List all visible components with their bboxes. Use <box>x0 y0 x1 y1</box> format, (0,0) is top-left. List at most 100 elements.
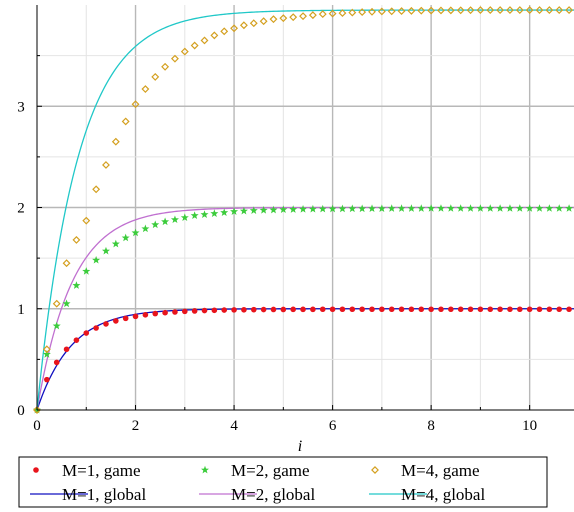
series-layer <box>33 6 574 414</box>
data-point <box>111 239 120 248</box>
data-point <box>53 359 60 366</box>
data-point <box>221 307 228 313</box>
data-point <box>526 306 533 313</box>
x-tick-label: 0 <box>33 418 41 434</box>
data-point <box>270 306 277 313</box>
legend-entry: M=4, global <box>369 485 485 504</box>
data-point <box>249 206 258 214</box>
data-point <box>418 306 425 313</box>
data-point <box>250 306 257 313</box>
data-point <box>436 204 445 212</box>
data-point <box>33 406 41 414</box>
data-point <box>368 7 376 16</box>
legend-entry: M=2, global <box>199 485 315 504</box>
data-point <box>180 47 189 56</box>
data-point <box>190 211 199 219</box>
data-point <box>417 6 426 15</box>
y-tick-label: 0 <box>17 403 25 419</box>
legend-swatch <box>33 467 39 473</box>
series-m-4-game <box>33 6 574 414</box>
data-point <box>387 7 396 16</box>
series-m-1-game <box>34 306 572 413</box>
y-tick-label: 2 <box>17 201 25 217</box>
data-point <box>496 6 505 15</box>
legend-entry: M=1, global <box>30 485 146 504</box>
data-point <box>555 6 564 15</box>
data-point <box>279 14 288 23</box>
data-point <box>477 306 484 313</box>
data-point <box>299 12 307 21</box>
data-point <box>565 6 574 15</box>
data-point <box>210 209 219 217</box>
data-point <box>191 308 198 314</box>
legend-label: M=1, game <box>62 461 141 480</box>
data-point <box>82 216 91 225</box>
data-point <box>52 299 61 308</box>
data-point <box>496 204 505 212</box>
data-point <box>220 27 229 36</box>
legend: M=1, game M=2, game M=4, game M=1, global M=… <box>18 456 548 508</box>
legend-box <box>18 456 548 508</box>
data-point <box>63 346 70 353</box>
data-point <box>200 36 209 45</box>
data-point <box>486 204 495 212</box>
legend-label: M=4, global <box>401 485 485 504</box>
data-point <box>111 137 120 146</box>
data-point <box>428 306 434 313</box>
data-point <box>82 267 91 275</box>
data-point <box>141 224 150 233</box>
data-point <box>180 213 189 222</box>
data-point <box>132 313 139 320</box>
data-point <box>308 11 317 20</box>
data-point <box>190 41 199 50</box>
data-point <box>486 6 495 15</box>
data-point <box>239 206 248 215</box>
data-point <box>141 85 150 93</box>
series-line-m-4-global <box>36 9 574 411</box>
data-point <box>456 204 465 212</box>
legend-entry: M=2, game <box>201 461 310 480</box>
legend-label: M=1, global <box>62 485 146 504</box>
data-point <box>525 6 534 15</box>
data-point <box>545 204 554 212</box>
data-point <box>358 204 367 213</box>
x-tick-label: 4 <box>230 418 238 434</box>
data-point <box>377 204 386 213</box>
data-point <box>407 6 416 15</box>
x-tick-label: 6 <box>329 418 337 434</box>
data-point <box>280 306 287 313</box>
ticks: 0 2 4 6 8 10 0 1 2 3 <box>17 55 537 434</box>
legend-entry: M=4, game <box>371 461 480 480</box>
data-point <box>348 8 357 17</box>
data-point <box>121 233 130 242</box>
data-point <box>348 204 357 213</box>
data-point <box>438 306 444 313</box>
data-point <box>279 205 288 214</box>
y-tick-label: 3 <box>17 99 25 115</box>
data-point <box>448 306 454 313</box>
data-point <box>556 306 563 313</box>
data-point <box>319 306 326 313</box>
data-point <box>397 204 406 212</box>
data-point <box>269 205 278 214</box>
data-point <box>142 312 149 318</box>
data-point <box>259 206 268 214</box>
data-point <box>466 6 475 15</box>
data-point <box>457 306 464 313</box>
data-point <box>260 306 267 313</box>
data-point <box>328 204 337 213</box>
data-point <box>466 204 475 212</box>
data-point <box>456 6 465 15</box>
data-point <box>62 259 71 268</box>
data-point <box>515 6 524 15</box>
data-point <box>151 220 160 229</box>
x-tick-label: 10 <box>522 418 537 434</box>
legend-label: M=4, game <box>401 461 480 480</box>
data-point <box>535 6 544 15</box>
data-point <box>230 24 239 33</box>
data-point <box>170 54 179 63</box>
data-point <box>437 6 445 15</box>
data-point <box>398 306 405 313</box>
data-point <box>368 204 376 213</box>
